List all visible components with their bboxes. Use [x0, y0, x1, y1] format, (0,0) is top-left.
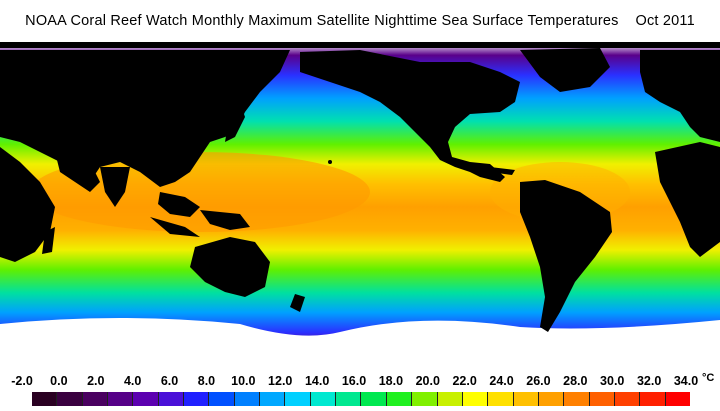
south-america-land	[520, 180, 612, 332]
legend-tick-label: 0.0	[50, 374, 68, 388]
sst-map-graphic	[0, 42, 720, 372]
legend-tick-label: 20.0	[415, 374, 440, 388]
legend-swatch	[158, 392, 185, 406]
europe-land	[640, 50, 720, 142]
legend-swatch	[437, 392, 463, 406]
sst-map	[0, 42, 720, 372]
legend-tick-label: -2.0	[11, 374, 33, 388]
north-america-land	[300, 50, 520, 182]
legend-swatch	[412, 392, 438, 406]
temperature-legend: -2.0 0.0 2.0 4.0 6.0 8.0 10.0 12.0 14.0 16.0 18.0 2…	[0, 372, 720, 411]
legend-tick-label: 26.0	[526, 374, 551, 388]
australia-land	[190, 237, 270, 297]
legend-swatch	[462, 392, 489, 406]
japan-land	[225, 102, 245, 142]
arctic-land	[0, 42, 720, 48]
page-title: NOAA Coral Reef Watch Monthly Maximum Sa…	[25, 13, 695, 29]
legend-swatch	[32, 392, 58, 406]
india-land	[100, 167, 130, 207]
legend-swatch	[57, 392, 83, 406]
africa-land	[655, 142, 720, 257]
legend-tick-label: 16.0	[341, 374, 367, 388]
legend-unit: °C	[702, 372, 715, 384]
legend-swatch	[209, 392, 235, 406]
eurasia-land	[0, 50, 290, 187]
legend-tick-label: 30.0	[600, 374, 625, 388]
new-guinea-land	[200, 210, 250, 230]
legend-swatch	[310, 392, 337, 406]
legend-tick-label: 22.0	[452, 374, 477, 388]
legend-swatch	[108, 392, 134, 406]
legend-swatch	[260, 392, 286, 406]
legend-tick-label: 2.0	[87, 374, 105, 388]
arabia-land	[55, 152, 100, 192]
legend-swatch	[133, 392, 159, 406]
legend-swatch	[184, 392, 210, 406]
legend-swatch	[538, 392, 565, 406]
legend-swatch	[488, 392, 514, 406]
legend-tick-label: 18.0	[378, 374, 404, 388]
legend-tick-label: 8.0	[197, 374, 216, 388]
legend-swatch	[285, 392, 311, 406]
legend-swatch	[82, 392, 109, 406]
africa-east-land	[0, 147, 55, 262]
legend-tick-label: 28.0	[563, 374, 588, 388]
legend-tick-label: 24.0	[489, 374, 514, 388]
legend-swatch	[640, 392, 666, 406]
legend-tick-label: 32.0	[636, 374, 662, 388]
legend-tick-label: 4.0	[123, 374, 142, 388]
legend-swatch	[665, 392, 690, 406]
legend-swatch	[234, 392, 261, 406]
borneo-land	[158, 192, 200, 217]
antarctica-ice	[0, 318, 720, 372]
legend-tick-label: 34.0	[673, 374, 699, 388]
legend-swatch	[361, 392, 387, 406]
legend-tick-label: 10.0	[231, 374, 256, 388]
color-scale-bar	[32, 392, 690, 406]
new-zealand-land	[290, 294, 305, 312]
legend-swatch	[589, 392, 615, 406]
legend-tick-label: 6.0	[160, 374, 179, 388]
legend-swatch	[336, 392, 362, 406]
greenland-land	[520, 48, 610, 92]
java-land	[150, 217, 200, 237]
legend-swatch	[513, 392, 539, 406]
madagascar-land	[42, 227, 55, 254]
legend-tick-label: 14.0	[304, 374, 330, 388]
legend-swatch	[614, 392, 641, 406]
legend-swatch	[564, 392, 590, 406]
legend-swatch	[386, 392, 413, 406]
hawaii-island	[328, 160, 332, 164]
cuba-land	[490, 167, 515, 175]
legend-tick-label: 12.0	[268, 374, 293, 388]
